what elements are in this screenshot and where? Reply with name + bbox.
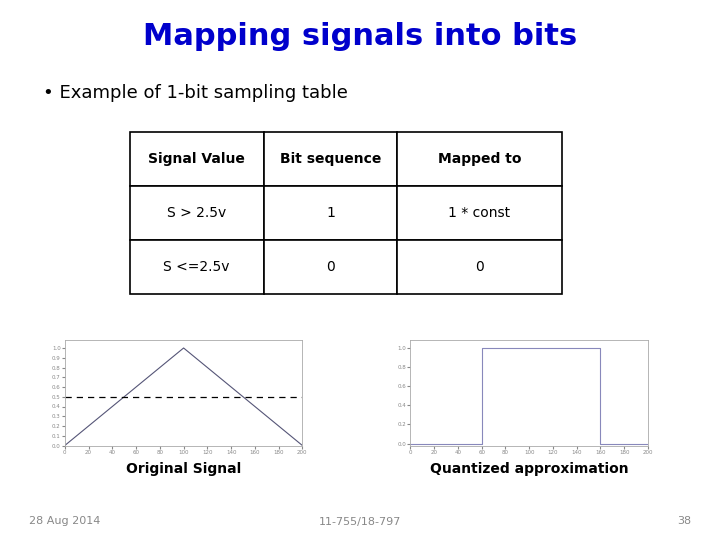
Text: Bit sequence: Bit sequence [280,152,381,166]
Bar [264,132,397,186]
Text: Quantized approximation: Quantized approximation [430,462,629,476]
Text: • Example of 1-bit sampling table: • Example of 1-bit sampling table [43,84,348,102]
Text: Original Signal: Original Signal [126,462,241,476]
Text: 0: 0 [326,260,335,274]
Text: Mapped to: Mapped to [438,152,521,166]
Text: 1 * const: 1 * const [449,206,510,220]
Text: 38: 38 [677,516,691,526]
Bar [397,132,562,186]
Text: 0: 0 [475,260,484,274]
Bar [264,186,397,240]
Bar [264,240,397,294]
Text: 1: 1 [326,206,335,220]
Text: Mapping signals into bits: Mapping signals into bits [143,22,577,51]
Bar [397,240,562,294]
Text: Signal Value: Signal Value [148,152,245,166]
Bar [130,240,264,294]
Text: S <=2.5v: S <=2.5v [163,260,230,274]
Text: S > 2.5v: S > 2.5v [167,206,226,220]
Bar [397,186,562,240]
Text: 28 Aug 2014: 28 Aug 2014 [29,516,100,526]
Text: 11-755/18-797: 11-755/18-797 [319,516,401,526]
Bar [130,132,264,186]
Bar [130,186,264,240]
